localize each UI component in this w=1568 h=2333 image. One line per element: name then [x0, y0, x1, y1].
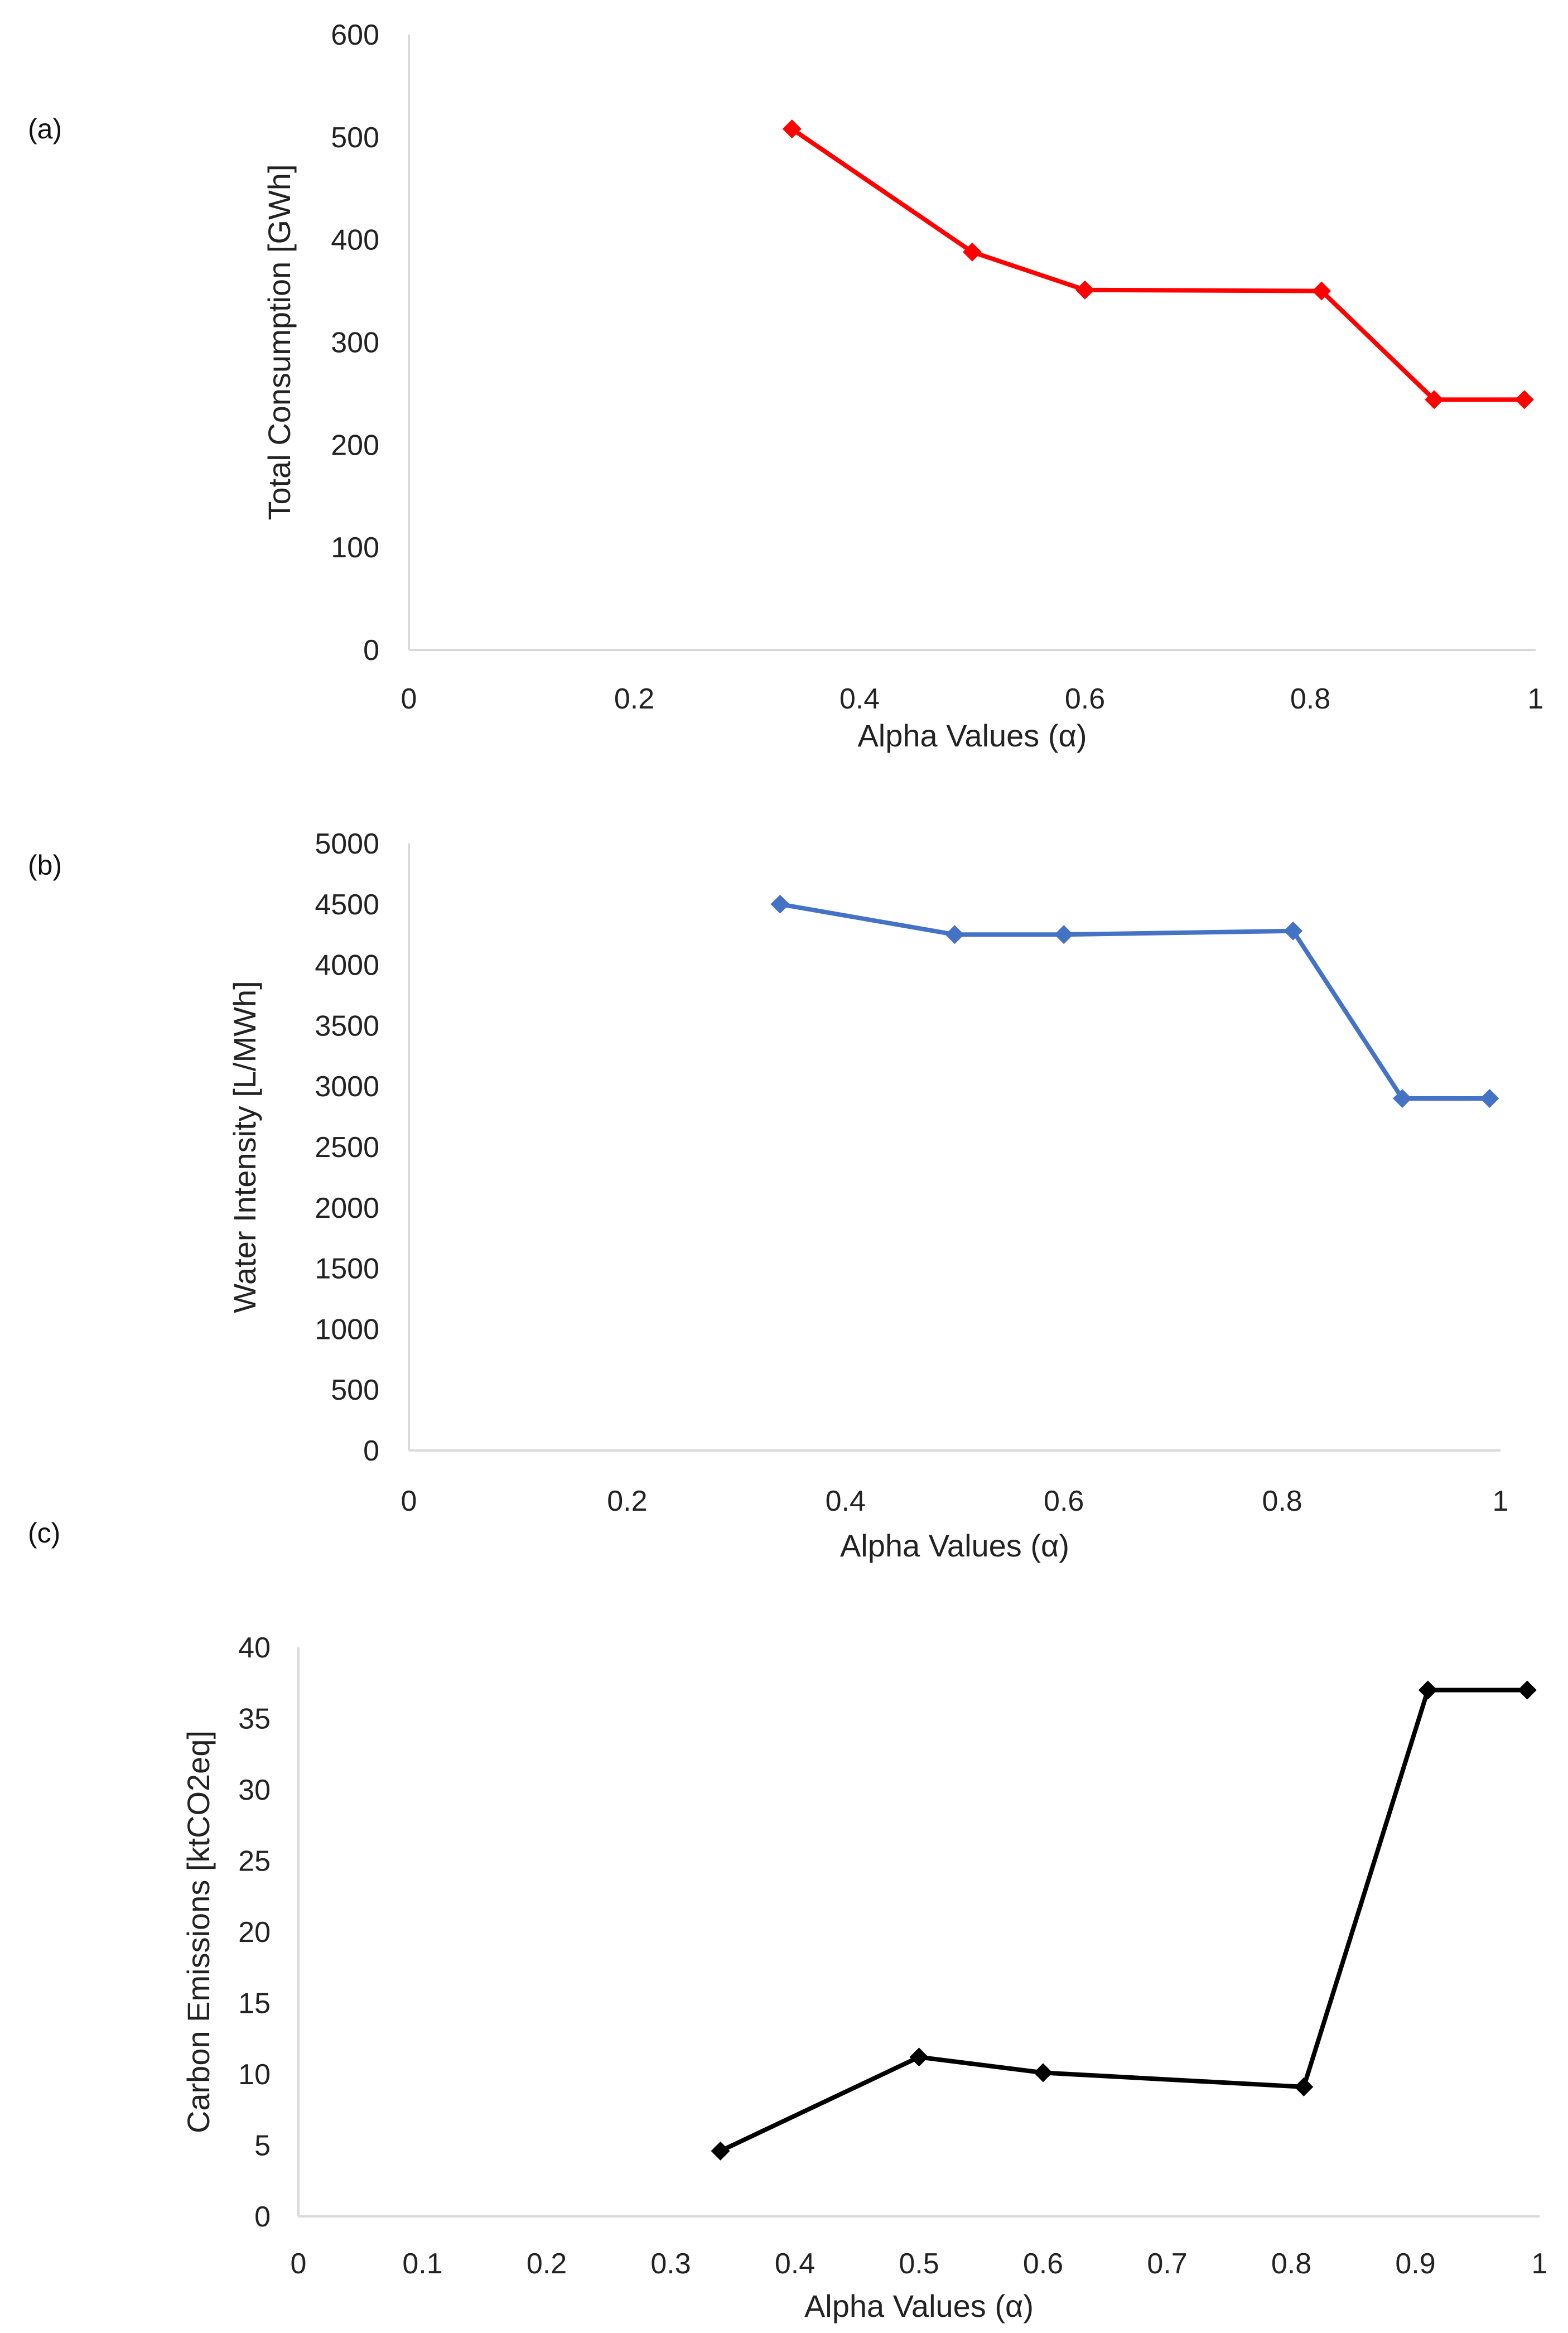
- data-point: [1054, 925, 1074, 944]
- x-tick-label: 0.8: [1271, 2248, 1311, 2280]
- data-point: [782, 119, 802, 139]
- y-tick-label: 3000: [315, 1071, 379, 1103]
- x-axis-title: Alpha Values (α): [857, 718, 1087, 753]
- x-tick-label: 0.8: [1262, 1485, 1302, 1517]
- x-tick-label: 0: [401, 1485, 417, 1517]
- y-tick-label: 1000: [315, 1313, 379, 1346]
- x-tick-label: 0.4: [840, 683, 880, 715]
- data-point: [770, 894, 790, 914]
- y-axis-title: Total Consumption [GWh]: [262, 164, 297, 520]
- y-tick-label: 30: [238, 1774, 271, 1806]
- x-tick-label: 0.1: [402, 2248, 442, 2280]
- data-point: [963, 242, 982, 262]
- x-tick-label: 0.6: [1044, 1485, 1084, 1517]
- y-axis-title: Water Intensity [L/MWh]: [227, 981, 262, 1313]
- y-tick-label: 500: [331, 1374, 379, 1406]
- data-point: [711, 2141, 730, 2161]
- x-tick-label: 1: [1528, 683, 1544, 715]
- data-point: [1284, 921, 1303, 941]
- x-tick-label: 0.6: [1023, 2248, 1063, 2280]
- data-point: [1312, 281, 1331, 301]
- x-tick-label: 1: [1493, 1485, 1509, 1517]
- series-line: [719, 1688, 1527, 2153]
- y-tick-label: 35: [238, 1703, 271, 1736]
- y-tick-label: 5: [254, 2130, 271, 2162]
- x-tick-label: 0.7: [1147, 2248, 1187, 2280]
- y-tick-label: 2000: [315, 1192, 379, 1225]
- y-tick-label: 200: [331, 429, 379, 461]
- x-tick-label: 0.9: [1395, 2248, 1435, 2280]
- series-line: [790, 127, 1524, 402]
- x-tick-label: 0.3: [650, 2248, 691, 2280]
- y-tick-label: 2500: [315, 1131, 379, 1164]
- y-tick-label: 1500: [315, 1253, 379, 1285]
- y-tick-label: 600: [331, 19, 379, 51]
- y-tick-label: 0: [363, 634, 379, 667]
- x-tick-label: 0.8: [1290, 683, 1330, 715]
- data-point: [1034, 2063, 1053, 2083]
- y-tick-label: 100: [331, 532, 379, 564]
- y-tick-label: 25: [238, 1845, 271, 1878]
- x-tick-label: 0.2: [607, 1485, 647, 1517]
- y-tick-label: 3500: [315, 1010, 379, 1042]
- data-point: [1480, 1089, 1499, 1108]
- panel-c: (c) 0 5 10 15 20 25 30 35 40 0 0.1 0.2 0.3 0.4 0.5 0.6 0.…: [28, 1517, 1547, 2324]
- panel-b: (b) 0 500 1000 1500 2000 2500 3000 3500 4000 4500 5…: [28, 828, 1508, 1563]
- x-axis-title: Alpha Values (α): [804, 2288, 1034, 2324]
- data-point: [1392, 1089, 1412, 1108]
- x-axis-title: Alpha Values (α): [840, 1528, 1069, 1563]
- y-tick-label: 300: [331, 327, 379, 359]
- data-point: [1075, 280, 1094, 300]
- panel-label: (a): [28, 113, 62, 144]
- panel-label: (b): [28, 850, 62, 881]
- x-tick-label: 1: [1532, 2248, 1548, 2280]
- data-point: [1517, 1680, 1537, 1700]
- y-tick-label: 5000: [315, 828, 379, 860]
- y-tick-label: 0: [254, 2201, 271, 2233]
- x-tick-label: 0.4: [775, 2248, 815, 2280]
- x-tick-label: 0: [291, 2248, 307, 2280]
- y-tick-label: 4500: [315, 889, 379, 921]
- data-point: [1294, 2077, 1314, 2096]
- x-tick-label: 0: [401, 683, 417, 715]
- x-tick-label: 0.2: [614, 683, 654, 715]
- x-tick-label: 0.2: [527, 2248, 567, 2280]
- y-tick-label: 400: [331, 224, 379, 257]
- y-tick-label: 15: [238, 1988, 271, 2020]
- y-tick-label: 500: [331, 122, 379, 154]
- x-tick-label: 0.5: [899, 2248, 939, 2280]
- y-tick-label: 4000: [315, 949, 379, 982]
- y-tick-label: 20: [238, 1916, 271, 1949]
- data-point: [945, 925, 964, 944]
- x-tick-label: 0.6: [1065, 683, 1105, 715]
- y-tick-label: 40: [238, 1632, 271, 1664]
- data-point: [909, 2047, 929, 2067]
- y-tick-label: 10: [238, 2059, 271, 2091]
- series-line: [779, 902, 1490, 1101]
- y-axis-title: Carbon Emissions [ktCO2eq]: [181, 1731, 216, 2133]
- panel-a: (a) 0 100 200 300 400 500 600 0 0.2 0.4 0.6 0.8 1 Alph…: [28, 19, 1543, 753]
- y-tick-label: 0: [363, 1435, 379, 1467]
- x-tick-label: 0.4: [826, 1485, 866, 1517]
- data-point: [1425, 390, 1444, 409]
- data-point: [1418, 1680, 1437, 1700]
- data-point: [1514, 390, 1534, 409]
- panel-label: (c): [28, 1517, 60, 1549]
